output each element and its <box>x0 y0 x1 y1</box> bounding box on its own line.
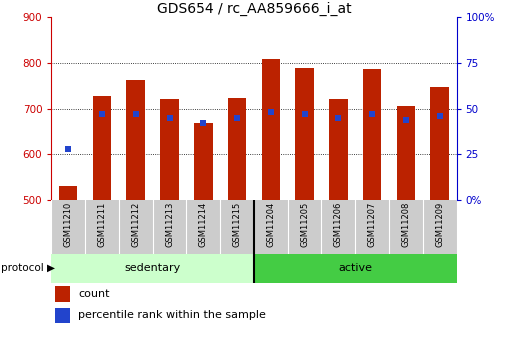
Bar <box>160 99 179 200</box>
Bar <box>51 254 254 283</box>
Bar <box>329 99 348 200</box>
Text: GSM11215: GSM11215 <box>232 201 242 247</box>
Bar <box>55 308 70 323</box>
Text: GSM11206: GSM11206 <box>334 201 343 247</box>
Bar <box>397 106 415 200</box>
Bar <box>126 80 145 200</box>
Text: GSM11207: GSM11207 <box>368 201 377 247</box>
Bar <box>93 96 111 200</box>
Bar <box>295 68 314 200</box>
Bar <box>228 98 246 200</box>
Bar <box>254 254 457 283</box>
Bar <box>194 123 212 200</box>
Text: GSM11205: GSM11205 <box>300 201 309 247</box>
Text: GSM11208: GSM11208 <box>401 201 410 247</box>
Text: sedentary: sedentary <box>125 263 181 273</box>
Text: GSM11211: GSM11211 <box>97 201 107 247</box>
Bar <box>262 59 280 200</box>
Bar <box>55 286 70 302</box>
Text: GSM11210: GSM11210 <box>64 201 73 247</box>
Text: count: count <box>78 289 110 299</box>
Bar <box>430 87 449 200</box>
Text: GSM11209: GSM11209 <box>435 201 444 247</box>
Text: active: active <box>338 263 372 273</box>
Text: percentile rank within the sample: percentile rank within the sample <box>78 310 266 320</box>
Title: GDS654 / rc_AA859666_i_at: GDS654 / rc_AA859666_i_at <box>156 2 351 16</box>
Bar <box>59 186 77 200</box>
Text: GSM11204: GSM11204 <box>266 201 275 247</box>
Text: GSM11214: GSM11214 <box>199 201 208 247</box>
Bar <box>363 69 382 200</box>
Text: GSM11212: GSM11212 <box>131 201 140 247</box>
Text: GSM11213: GSM11213 <box>165 201 174 247</box>
Text: protocol ▶: protocol ▶ <box>1 263 55 273</box>
